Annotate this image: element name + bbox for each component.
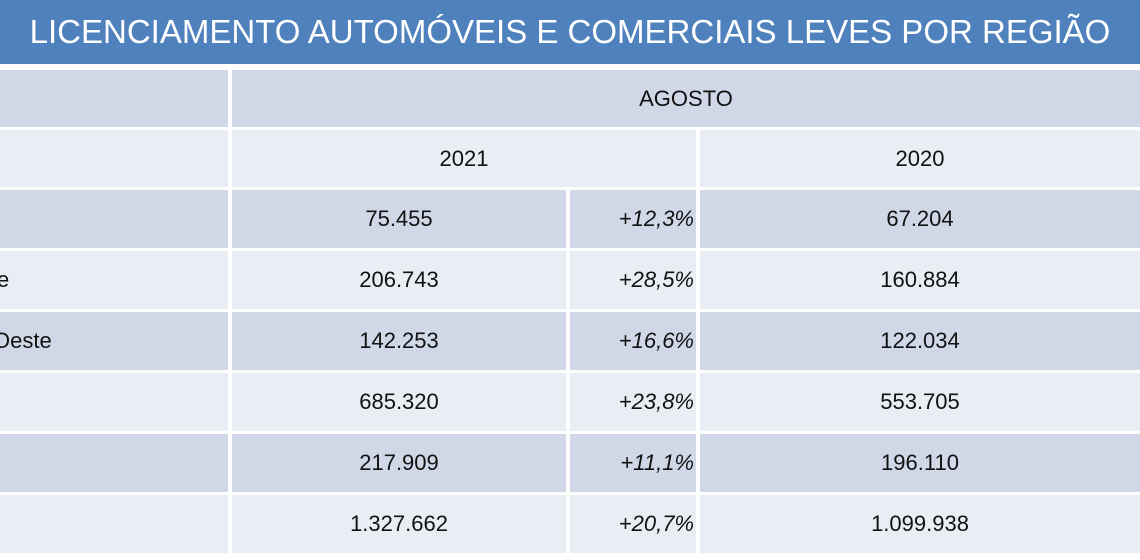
header-blank	[0, 130, 228, 187]
previous-value-text: 196.110	[881, 450, 959, 475]
title: LICENCIAMENTO AUTOMÓVEIS E COMERCIAIS LE…	[0, 0, 1140, 64]
current-value: 685.320	[232, 373, 566, 431]
current-value: 206.743	[232, 251, 566, 309]
change-value-text: +16,6%	[618, 328, 694, 353]
change-value: +20,7%	[570, 495, 696, 553]
change-value: +11,1%	[570, 434, 696, 492]
change-value: +12,3%	[570, 190, 696, 248]
region-cell-text: e	[0, 267, 10, 292]
current-value-text: 75.455	[365, 206, 433, 231]
previous-value-text: 160.884	[880, 267, 960, 292]
previous-value: 553.705	[700, 373, 1140, 431]
current-value-text: 217.909	[359, 450, 439, 475]
previous-value: 196.110	[700, 434, 1140, 492]
header-blank	[0, 70, 228, 127]
region-cell: Oeste	[0, 312, 228, 370]
change-value-text: +23,8%	[618, 389, 694, 414]
current-value: 1.327.662	[232, 495, 566, 553]
region-cell	[0, 190, 228, 248]
year-header: 2021	[232, 130, 696, 187]
change-value-text: +28,5%	[618, 267, 694, 292]
year-header-text: 2021	[439, 145, 489, 171]
year-header-text: 2020	[895, 145, 945, 171]
current-value: 142.253	[232, 312, 566, 370]
previous-value-text: 553.705	[880, 389, 960, 414]
region-cell: e	[0, 251, 228, 309]
region-cell	[0, 434, 228, 492]
previous-value: 160.884	[700, 251, 1140, 309]
current-value-text: 1.327.662	[350, 511, 448, 536]
change-value-text: +20,7%	[618, 511, 694, 536]
change-value: +28,5%	[570, 251, 696, 309]
current-value-text: 142.253	[359, 328, 439, 353]
change-value-text: +12,3%	[618, 206, 694, 231]
previous-value-text: 122.034	[880, 328, 960, 353]
previous-value: 1.099.938	[700, 495, 1140, 553]
change-value: +23,8%	[570, 373, 696, 431]
period-header: AGOSTO	[232, 70, 1140, 127]
previous-value-text: 67.204	[886, 206, 954, 231]
current-value: 75.455	[232, 190, 566, 248]
current-value: 217.909	[232, 434, 566, 492]
region-cell	[0, 495, 228, 553]
year-header: 2020	[700, 130, 1140, 187]
region-cell-text: Oeste	[0, 328, 52, 353]
current-value-text: 206.743	[359, 267, 439, 292]
previous-value-text: 1.099.938	[871, 511, 969, 536]
current-value-text: 685.320	[359, 389, 439, 414]
previous-value: 122.034	[700, 312, 1140, 370]
region-cell	[0, 373, 228, 431]
period-header-text: AGOSTO	[639, 85, 733, 111]
previous-value: 67.204	[700, 190, 1140, 248]
change-value-text: +11,1%	[620, 450, 694, 475]
change-value: +16,6%	[570, 312, 696, 370]
